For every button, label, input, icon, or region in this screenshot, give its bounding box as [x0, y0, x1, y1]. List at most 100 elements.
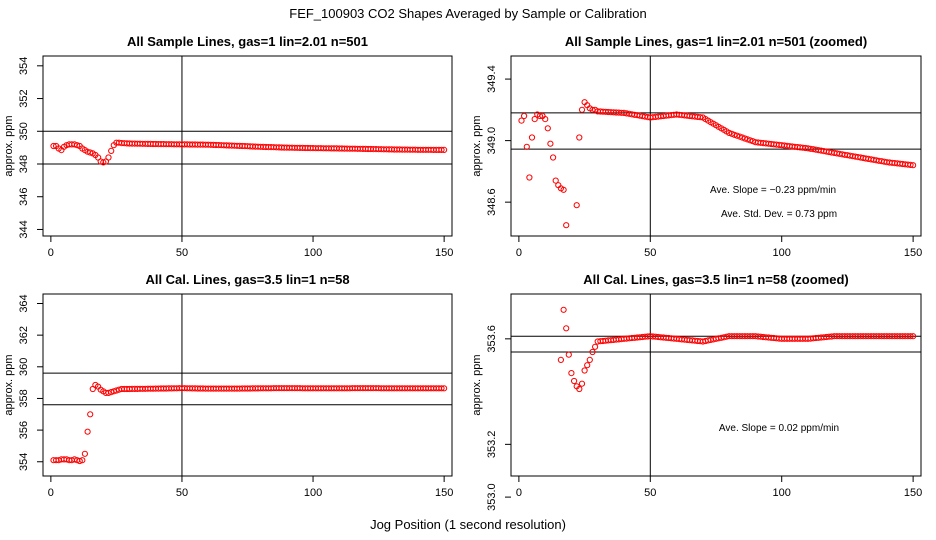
annotation: Ave. Slope = −0.23 ppm/min — [710, 185, 836, 196]
y-tick-label: 353.2 — [486, 431, 498, 459]
data-point — [571, 377, 578, 385]
data-points — [518, 99, 917, 266]
data-point — [576, 385, 583, 393]
y-axis-label: approx. ppm — [471, 115, 483, 176]
data-point — [563, 222, 570, 229]
data-point — [105, 389, 112, 396]
data-point — [910, 162, 917, 169]
figure-suptitle: FEF_100903 CO2 Shapes Averaged by Sample… — [289, 6, 646, 21]
y-tick-label: 353.6 — [486, 325, 498, 353]
x-tick-label: 0 — [48, 247, 54, 259]
y-tick-label: 354 — [18, 453, 30, 471]
x-tick-label: 50 — [644, 487, 656, 499]
y-tick-label: 354 — [18, 57, 30, 75]
data-point — [569, 261, 574, 266]
y-tick-label: 349.0 — [486, 127, 498, 155]
data-point — [105, 154, 112, 161]
x-tick-label: 50 — [644, 247, 656, 259]
data-point — [560, 186, 567, 193]
x-tick-label: 150 — [904, 487, 922, 499]
data-point — [557, 356, 565, 363]
annotation-label: Ave. Std. Dev. = — [721, 209, 793, 220]
panel-2: All Sample Lines, gas=1 lin=2.01 n=501 (… — [471, 34, 922, 266]
data-point — [84, 428, 91, 435]
data-point — [50, 142, 57, 150]
data-point — [573, 202, 580, 209]
data-point — [547, 140, 554, 147]
x-tick-label: 50 — [176, 487, 188, 499]
plot-frame — [510, 293, 922, 477]
x-tick-label: 50 — [176, 247, 188, 259]
data-point — [592, 343, 599, 350]
data-point — [100, 159, 107, 166]
data-point — [552, 177, 559, 184]
data-point — [74, 142, 81, 149]
y-tick-label: 358 — [18, 389, 30, 407]
x-tick-label: 0 — [516, 247, 522, 259]
data-point — [441, 385, 448, 392]
data-points — [557, 306, 917, 393]
data-point — [731, 131, 738, 138]
annotation-unit: ppm/min — [798, 185, 836, 196]
x-tick-label: 150 — [904, 247, 922, 259]
data-point — [747, 137, 754, 144]
data-point — [736, 133, 743, 140]
data-point — [586, 356, 593, 363]
annotation-value: −0.23 — [770, 185, 796, 196]
data-point — [563, 325, 570, 332]
y-tick-label: 360 — [18, 358, 30, 376]
data-point — [108, 147, 115, 154]
data-point — [87, 411, 94, 418]
data-point — [726, 129, 733, 136]
plot-frame — [42, 55, 453, 237]
x-tick-label: 100 — [773, 487, 791, 499]
data-point — [521, 112, 528, 120]
panel-title: All Sample Lines, gas=1 lin=2.01 n=501 (… — [565, 34, 867, 49]
data-point — [544, 125, 551, 132]
x-tick-label: 150 — [435, 487, 453, 499]
panel-4: All Cal. Lines, gas=3.5 lin=1 n=58 (zoom… — [471, 272, 922, 511]
data-point — [536, 112, 544, 120]
plot-frame — [510, 55, 922, 237]
data-point — [550, 154, 557, 161]
data-point — [907, 161, 914, 168]
x-tick-label: 100 — [304, 247, 322, 259]
data-point — [697, 114, 704, 121]
data-point — [518, 117, 525, 124]
panel-title: All Cal. Lines, gas=3.5 lin=1 n=58 (zoom… — [583, 272, 849, 287]
x-tick-label: 100 — [773, 247, 791, 259]
data-point — [523, 143, 530, 150]
data-point — [568, 370, 575, 377]
data-points — [50, 381, 448, 465]
panel-title: All Cal. Lines, gas=3.5 lin=1 n=58 — [145, 272, 349, 287]
data-point — [584, 362, 591, 369]
annotation: Ave. Slope = 0.02 ppm/min — [719, 423, 839, 434]
annotation-unit: ppm/min — [801, 423, 839, 434]
y-tick-label: 348.6 — [486, 188, 498, 216]
y-tick-label: 346 — [18, 188, 30, 206]
y-tick-label: 349.4 — [486, 65, 498, 93]
data-point — [581, 367, 588, 374]
data-point — [76, 457, 83, 465]
y-axis-label: approx. ppm — [471, 354, 483, 415]
annotation-label: Ave. Slope = — [710, 185, 767, 196]
y-axis-label: approx. ppm — [3, 115, 15, 176]
y-tick-label: 352 — [18, 89, 30, 107]
annotation: Ave. Std. Dev. = 0.73 ppm — [721, 209, 837, 220]
data-point — [81, 450, 89, 457]
x-tick-label: 150 — [435, 247, 453, 259]
data-point — [741, 135, 749, 142]
annotation-value: 0.73 — [795, 209, 815, 220]
data-point — [531, 116, 538, 123]
panel-1: All Sample Lines, gas=1 lin=2.01 n=501 0 5… — [3, 34, 453, 259]
x-tick-label: 0 — [516, 487, 522, 499]
y-tick-label: 356 — [18, 421, 30, 439]
annotation-value: 0.02 — [778, 423, 798, 434]
data-point — [441, 146, 448, 153]
y-tick-label: 348 — [18, 155, 30, 173]
data-point — [542, 116, 549, 123]
data-point — [566, 257, 571, 262]
annotation-label: Ave. Slope = — [719, 423, 776, 434]
data-point — [572, 258, 577, 263]
